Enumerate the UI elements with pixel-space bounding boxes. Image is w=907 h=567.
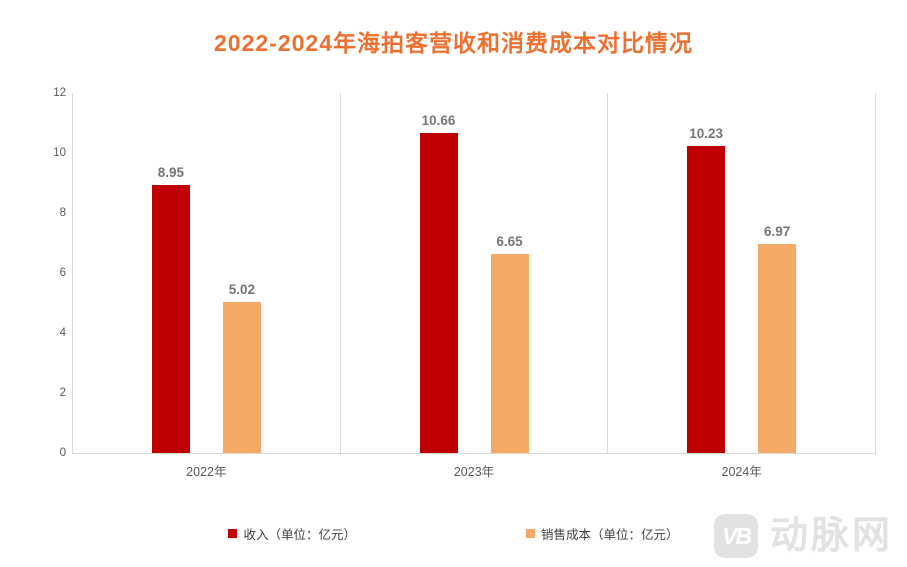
vb-logo-icon: VB (713, 514, 758, 558)
y-axis: 0 2 4 6 8 10 12 (28, 87, 66, 459)
y-axis-tick: 4 (59, 327, 66, 339)
bar-cost (490, 253, 529, 453)
bar-group-item: 10.66 (419, 113, 458, 453)
y-axis-tick: 12 (53, 87, 66, 99)
bar-group-item: 5.02 (222, 282, 261, 453)
cost-swatch-icon (526, 529, 535, 538)
bar-value-label: 10.66 (421, 113, 456, 129)
bar-group-item: 8.95 (151, 164, 190, 453)
bar-value-label: 10.23 (689, 126, 724, 142)
watermark-brand-text: 动脉网 (769, 515, 893, 557)
chart-title: 2022-2024年海拍客营收和消费成本对比情况 (214, 30, 693, 56)
bar-value-label: 6.97 (764, 223, 791, 239)
y-axis-tick: 2 (59, 387, 66, 399)
bar-group-item: 10.23 (687, 126, 726, 453)
bar-revenue (151, 184, 190, 453)
plot-area: 8.95 5.02 2022年 10.66 6.65 2023年 10.23 6.97 2024… (72, 93, 877, 479)
bar-cost (758, 243, 797, 453)
y-axis-tick: 6 (59, 267, 66, 279)
y-axis-tick: 10 (53, 147, 66, 159)
x-axis-label: 2024年 (721, 465, 762, 479)
bar-revenue (419, 133, 458, 453)
category-panel: 8.95 5.02 2022年 (73, 93, 341, 479)
bar-cost (222, 302, 261, 453)
bar-value-label: 6.65 (496, 233, 523, 249)
legend-label-revenue: 收入（单位：亿元） (243, 528, 356, 542)
legend: 收入（单位：亿元） 销售成本（单位：亿元） (0, 524, 907, 543)
y-axis-tick: 8 (59, 207, 66, 219)
bar-group-item: 6.97 (758, 223, 797, 453)
legend-label-cost: 销售成本（单位：亿元） (541, 528, 679, 542)
legend-item-revenue: 收入（单位：亿元） (228, 524, 356, 543)
bar-revenue (687, 146, 726, 453)
category-panel: 10.23 6.97 2024年 (608, 93, 877, 479)
bar-group-item: 6.65 (490, 233, 529, 453)
bar-value-label: 5.02 (228, 282, 255, 298)
x-axis-label: 2022年 (186, 465, 227, 479)
x-axis-label: 2023年 (453, 465, 495, 479)
category-panel: 10.66 6.65 2023年 (341, 93, 609, 479)
y-axis-tick: 0 (59, 447, 66, 459)
bar-value-label: 8.95 (157, 164, 184, 180)
legend-item-cost: 销售成本（单位：亿元） (526, 524, 679, 543)
watermark: VB 动脉网 (713, 514, 893, 558)
revenue-swatch-icon (228, 529, 238, 538)
